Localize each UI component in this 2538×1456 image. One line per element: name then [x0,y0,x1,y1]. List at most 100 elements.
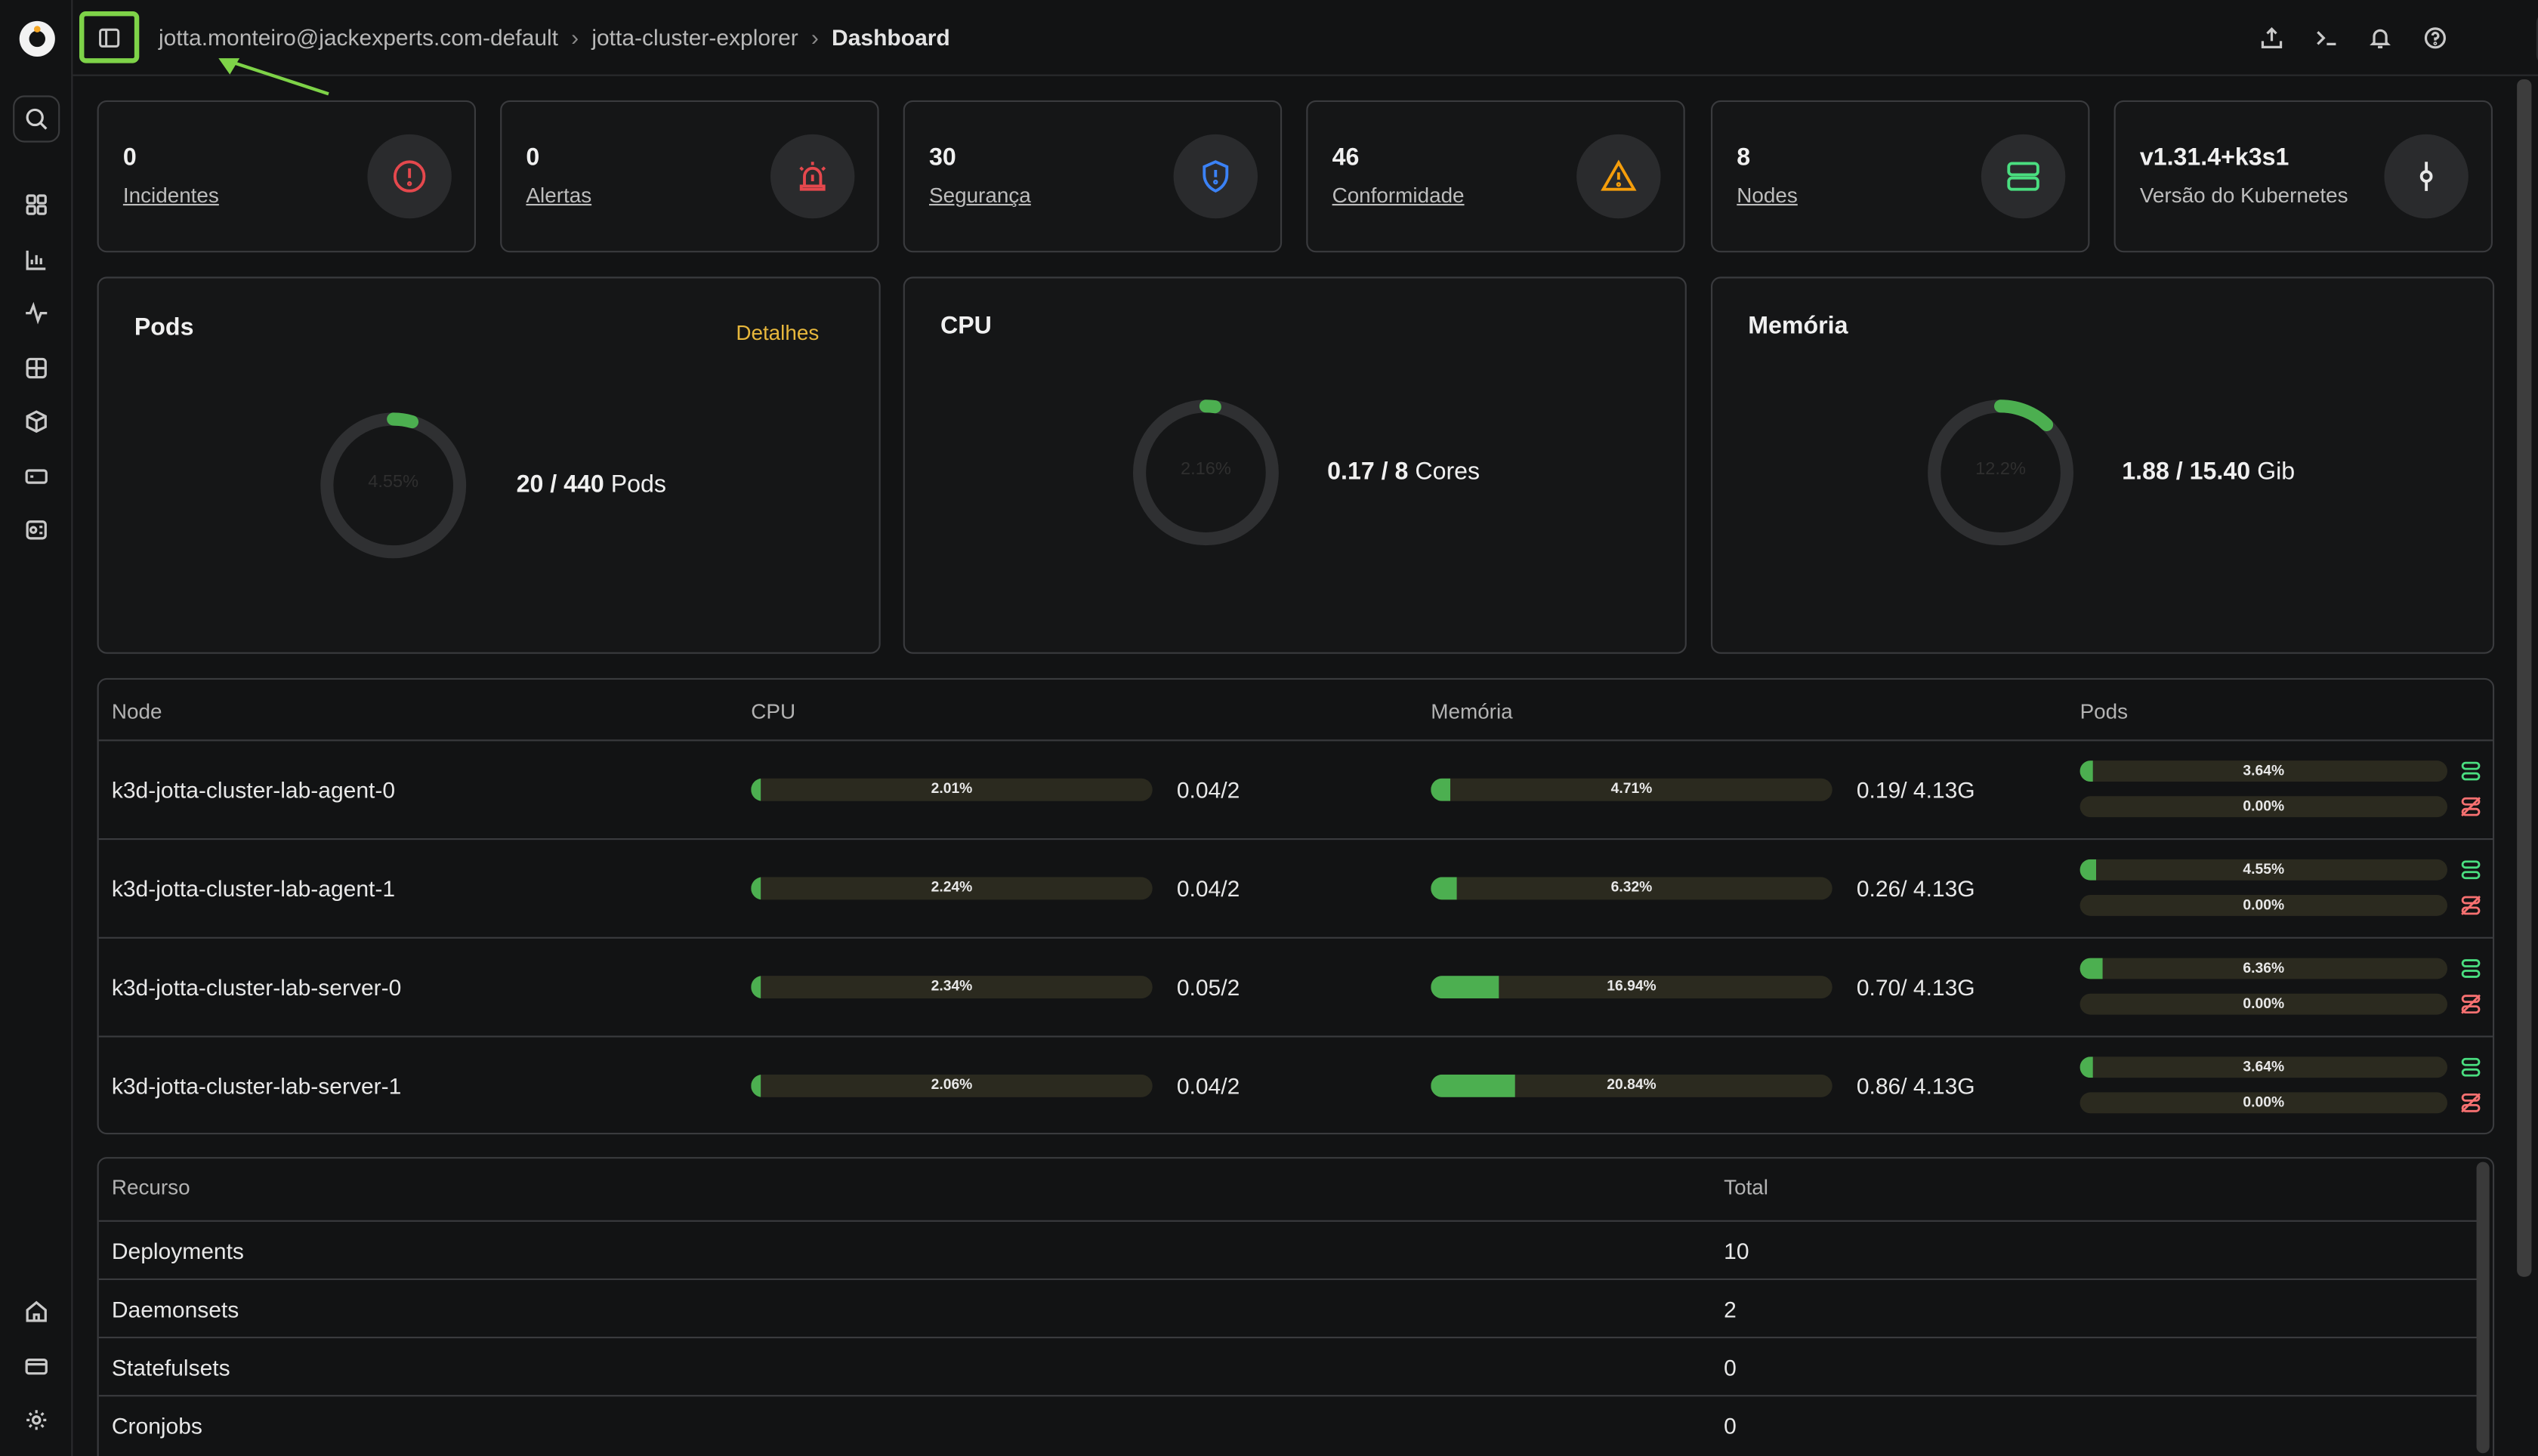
pods-running-bar: 6.36% [2079,958,2447,979]
app-logo[interactable] [19,20,55,57]
column-header-cpu[interactable]: CPU [751,699,796,723]
stat-card-security[interactable]: 30 Segurança [903,100,1283,253]
sidebar-item-billing[interactable] [21,1351,51,1380]
node-name[interactable]: k3d-jotta-cluster-lab-server-0 [111,974,402,1001]
stat-link-compliance[interactable]: Conformidade [1332,183,1465,208]
pods-running-bar: 4.55% [2079,859,2447,881]
bar-fill [751,1074,761,1097]
table-row[interactable]: k3d-jotta-cluster-lab-agent-1 2.24% 0.04/2… [98,838,2493,937]
user-menu-button[interactable] [2536,13,2538,65]
table-row[interactable]: Statefulsets 0 [98,1337,2478,1395]
pods-failed-icon[interactable] [2460,796,2483,819]
breadcrumb: jotta.monteiro@jackexperts.com-default ›… [159,24,950,50]
sidebar-item-overview[interactable] [21,190,51,219]
details-link[interactable]: Detalhes [736,320,820,345]
cpu-percent: 2.34% [931,977,973,994]
gear-icon [26,1409,46,1430]
resource-name[interactable]: Deployments [111,1238,244,1264]
help-button[interactable] [2420,23,2450,52]
node-name[interactable]: k3d-jotta-cluster-lab-agent-0 [111,776,396,803]
pods-failed-icon[interactable] [2460,1092,2483,1115]
sidebar-toggle-button[interactable] [79,11,140,63]
cpu-value: 0.04/2 [1176,776,1240,803]
pods-failed-percent: 0.00% [2243,797,2285,814]
sidebar-item-workloads[interactable] [21,353,51,382]
notifications-button[interactable] [2365,23,2394,52]
pods-failed-icon[interactable] [2460,895,2483,918]
search-icon [26,108,48,130]
terminal-icon [2316,30,2336,45]
cpu-percent: 2.24% [931,878,973,895]
breadcrumb-current: Dashboard [832,24,950,51]
sidebar-search-button[interactable] [13,95,60,143]
stat-card-nodes[interactable]: 8 Nodes [1711,100,2090,253]
table-row[interactable]: Deployments 10 [98,1220,2478,1279]
stat-card-alerts[interactable]: 0 Alertas [500,100,879,253]
resource-name[interactable]: Cronjobs [111,1412,202,1439]
stat-link-alerts[interactable]: Alertas [526,183,592,208]
table-row[interactable]: Cronjobs 0 [98,1395,2478,1453]
table-row[interactable]: k3d-jotta-cluster-lab-server-1 2.06% 0.04/… [98,1035,2493,1134]
stat-link-security[interactable]: Segurança [929,183,1031,208]
table-scrollbar[interactable] [2476,1161,2490,1454]
breadcrumb-context[interactable]: jotta.monteiro@jackexperts.com-default [159,24,559,51]
pods-failed-percent: 0.00% [2243,896,2285,913]
table-row[interactable]: k3d-jotta-cluster-lab-agent-0 2.01% 0.04/2… [98,739,2493,838]
breadcrumb-cluster[interactable]: jotta-cluster-explorer [591,24,798,51]
column-header-node[interactable]: Node [111,699,162,723]
sidebar-item-charts[interactable] [21,245,51,274]
column-header-pods[interactable]: Pods [2079,699,2129,723]
table-row[interactable]: k3d-jotta-cluster-lab-server-0 2.34% 0.05/… [98,936,2493,1036]
chevron-right-icon: › [571,24,579,51]
sidebar-item-home[interactable] [21,1296,51,1325]
resource-name[interactable]: Statefulsets [111,1354,230,1380]
sidebar-item-network[interactable] [21,461,51,491]
pods-running-percent: 4.55% [2243,861,2285,878]
column-header-total[interactable]: Total [1724,1174,1769,1199]
grid-icon [25,193,46,214]
resource-name[interactable]: Daemonsets [111,1296,239,1322]
pods-running-icon[interactable] [2460,958,2483,981]
share-button[interactable] [2256,23,2286,52]
stat-card-incidents[interactable]: 0 Incidentes [97,100,477,253]
memory-percent: 16.94% [1607,977,1656,994]
memory-donut [1928,399,2073,546]
pods-failed-bar: 0.00% [2079,1092,2447,1114]
pods-running-percent: 6.36% [2243,959,2285,976]
memory-value: 0.86/ 4.13G [1856,1072,1975,1099]
sidebar-item-storage[interactable] [21,514,51,544]
pods-running-icon[interactable] [2460,760,2483,783]
page-scrollbar[interactable] [2517,79,2532,1277]
pods-running-icon[interactable] [2460,1057,2483,1079]
metric-card-memory: Memória 12.2% 1.88 / 15.40 Gib [1711,276,2495,654]
pods-running-icon[interactable] [2460,859,2483,882]
metric-card-cpu: CPU 2.16% 0.17 / 8 Cores [903,276,1687,654]
stat-link-nodes[interactable]: Nodes [1737,183,1798,208]
sidebar-item-activity[interactable] [21,298,51,327]
bar-fill [2079,760,2094,782]
server-icon [1981,134,2066,219]
metric-title: Memória [1748,312,1848,340]
pods-failed-percent: 0.00% [2243,1094,2285,1110]
stat-link-incidents[interactable]: Incidentes [122,183,219,208]
cpu-usage-bar: 2.06% [751,1074,1153,1097]
donut-percent: 4.55% [368,472,419,492]
sidebar-item-settings[interactable] [21,1405,51,1434]
terminal-button[interactable] [2311,23,2341,52]
resource-total: 0 [1724,1412,1737,1439]
sidebar-item-packages[interactable] [21,406,51,436]
node-name[interactable]: k3d-jotta-cluster-lab-server-1 [111,1072,402,1099]
donut-percent: 12.2% [1975,459,2026,480]
pods-running-bar: 3.64% [2079,760,2447,782]
pods-failed-icon[interactable] [2460,994,2483,1016]
metric-card-pods: Pods Detalhes 4.55% 20 / 440 Pods [97,276,881,654]
pods-failed-bar: 0.00% [2079,993,2447,1015]
column-header-resource[interactable]: Recurso [111,1174,190,1199]
column-header-memory[interactable]: Memória [1431,699,1513,723]
memory-usage: 1.88 / 15.40 Gib [2122,458,2296,486]
node-name[interactable]: k3d-jotta-cluster-lab-agent-1 [111,875,396,902]
pods-running-bar: 3.64% [2079,1057,2447,1078]
bar-fill [1431,778,1450,801]
stat-card-compliance[interactable]: 46 Conformidade [1306,100,1685,253]
table-row[interactable]: Daemonsets 2 [98,1278,2478,1337]
